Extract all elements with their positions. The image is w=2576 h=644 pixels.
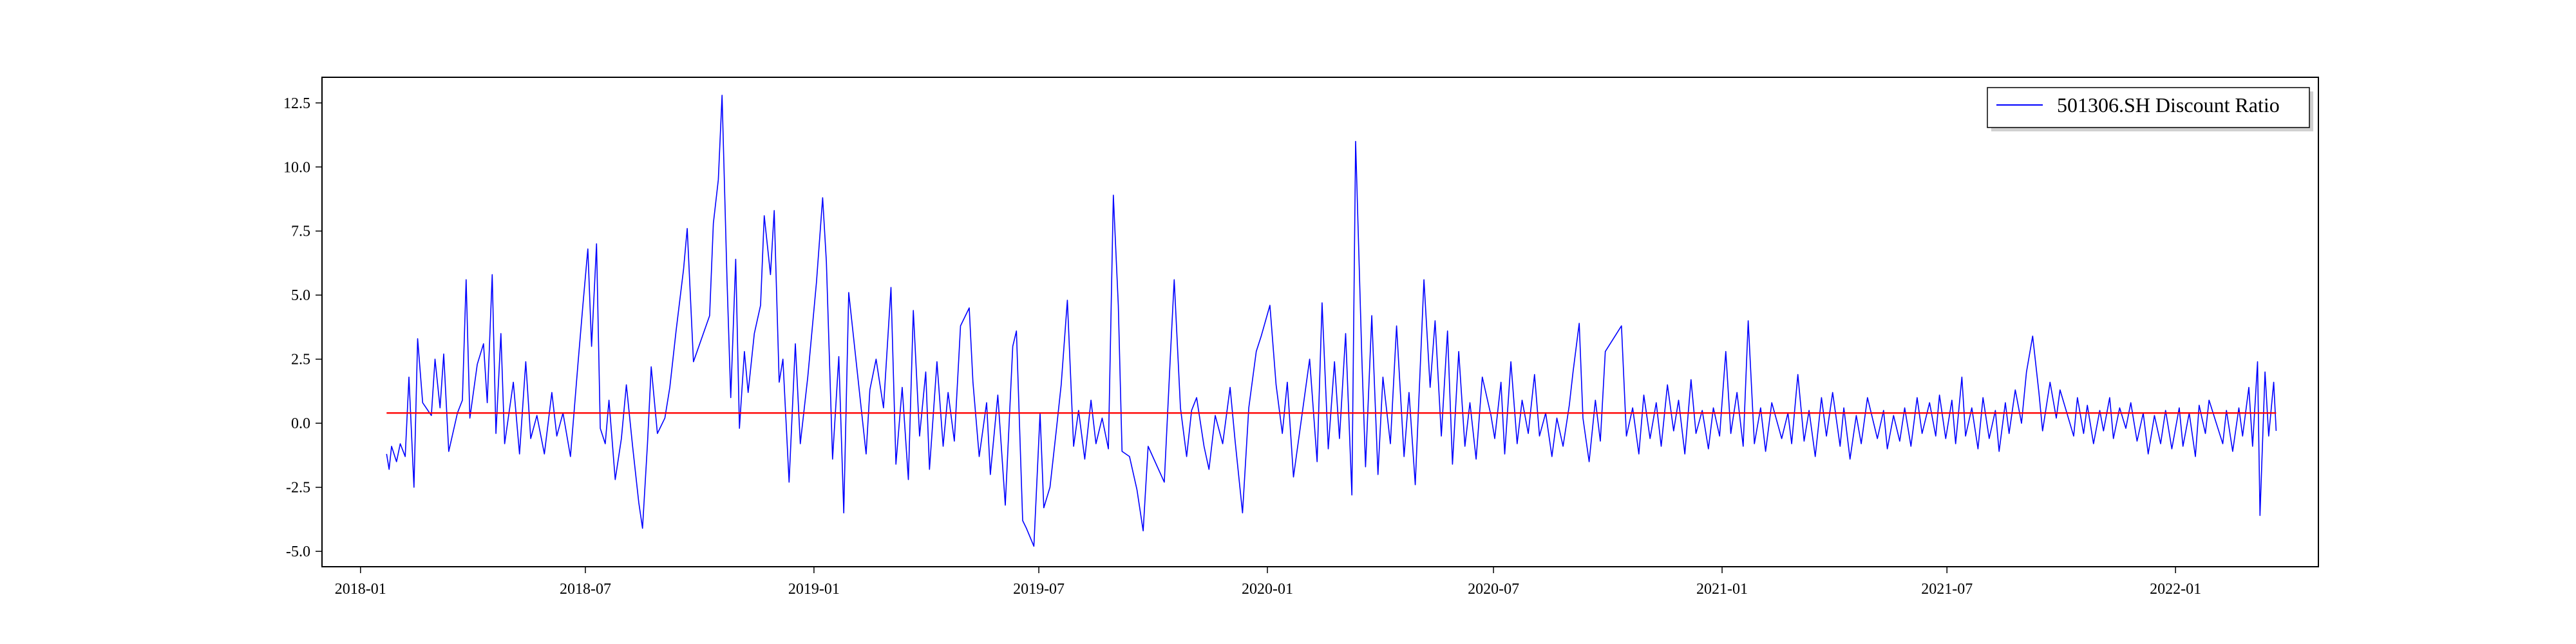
x-tick-label: 2018-01 [335, 581, 386, 598]
x-tick-label: 2021-07 [1921, 581, 1973, 598]
y-tick-label: 2.5 [291, 352, 310, 368]
legend-label-discount-ratio: 501306.SH Discount Ratio [2057, 93, 2280, 117]
y-tick-label: 7.5 [291, 223, 310, 240]
x-tick-label: 2019-07 [1013, 581, 1065, 598]
y-tick-label: -2.5 [286, 480, 310, 497]
x-tick-label: 2022-01 [2150, 581, 2201, 598]
x-tick-label: 2021-01 [1696, 581, 1748, 598]
x-tick-label: 2018-07 [560, 581, 611, 598]
y-tick-label: 10.0 [283, 159, 310, 176]
x-axis: 2018-01 2018-07 2019-01 2019-07 2020-01 2020-… [335, 567, 2201, 598]
series-layer [386, 95, 2277, 547]
x-tick-label: 2020-01 [1242, 581, 1293, 598]
x-tick-label: 2020-07 [1468, 581, 1519, 598]
y-axis: -5.0 -2.5 0.0 2.5 5.0 7.5 10.0 12.5 [283, 95, 322, 560]
y-tick-label: 5.0 [291, 287, 310, 304]
legend-box [1987, 87, 2310, 128]
y-tick-label: 0.0 [291, 415, 310, 432]
series-line-discount-ratio [386, 95, 2277, 547]
y-tick-label: 12.5 [283, 95, 310, 112]
legend: 501306.SH Discount Ratio [1987, 87, 2313, 131]
plot-area-frame [321, 77, 2319, 567]
x-tick-label: 2019-01 [788, 581, 840, 598]
y-tick-label: -5.0 [286, 544, 310, 560]
